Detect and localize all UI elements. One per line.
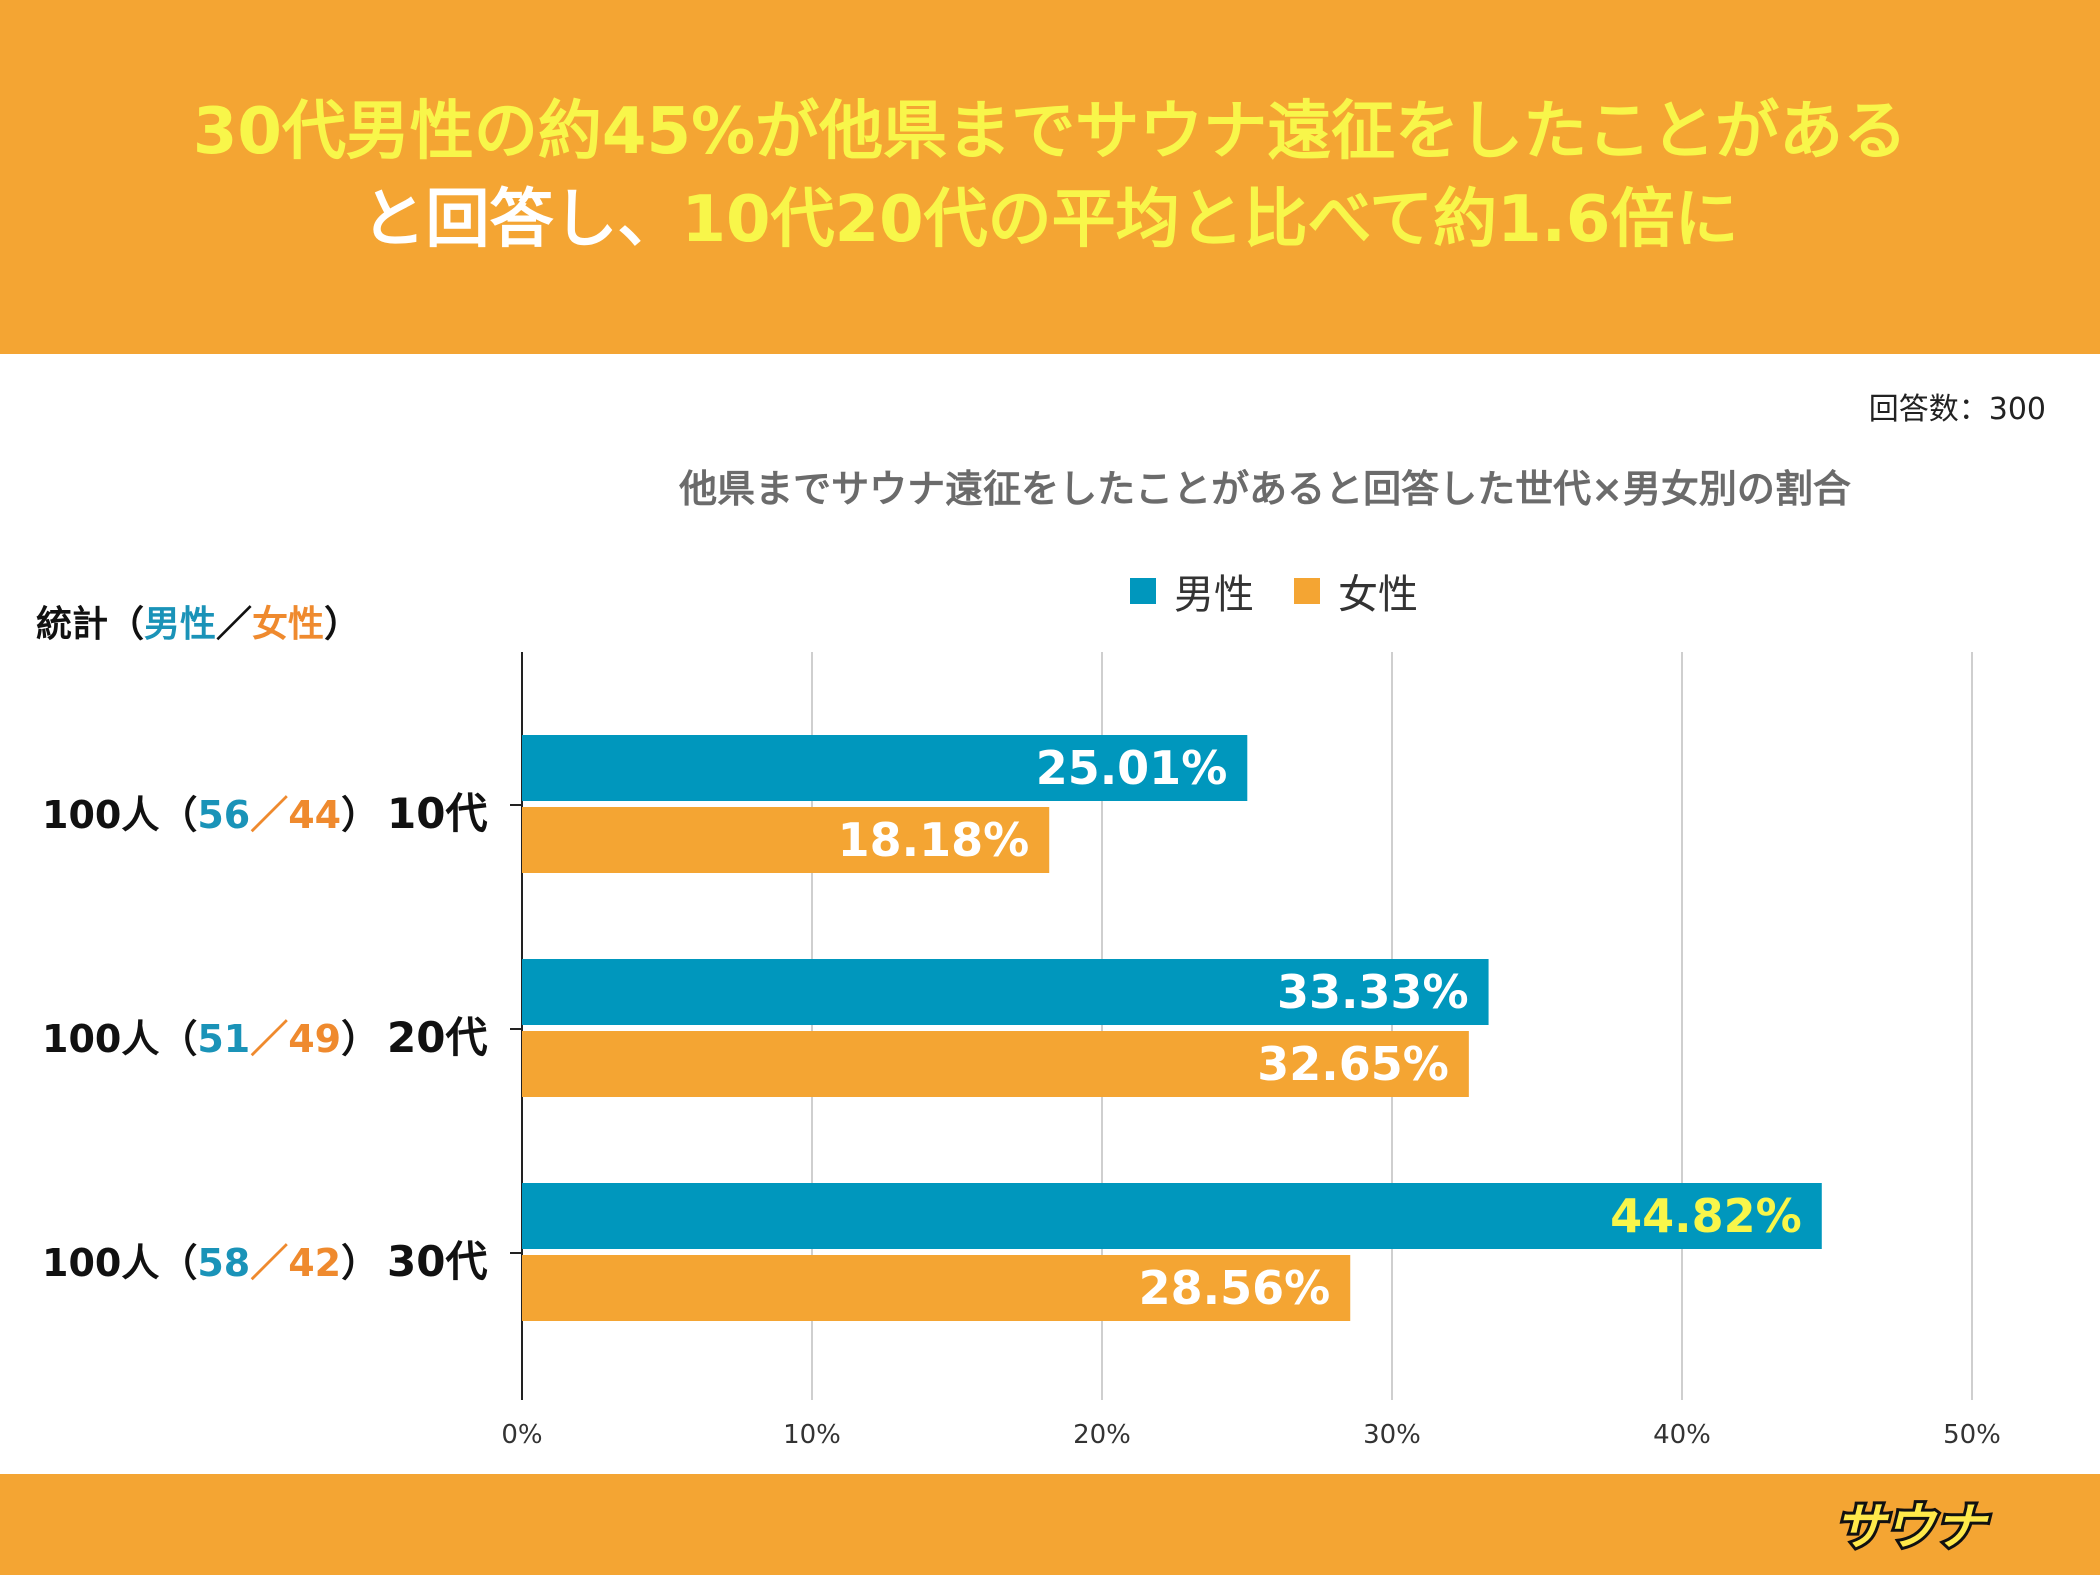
data-label: 32.65%	[1257, 1037, 1449, 1091]
bar-male	[522, 735, 1248, 801]
stat-sep: ／	[250, 1241, 289, 1285]
headline-line-2: と回答し、10代20代の平均と比べて約1.6倍に	[0, 180, 2100, 260]
stat-close: ）	[341, 1017, 380, 1061]
legend-label-female: 女性	[1338, 572, 1418, 618]
data-label: 28.56%	[1139, 1261, 1331, 1315]
age-label-30s: 30代	[387, 1237, 488, 1286]
stat-female-count: 42	[288, 1241, 342, 1285]
stats-title-prefix: 統計（	[36, 604, 145, 645]
stat-sep: ／	[250, 1017, 289, 1061]
stat-row-20s: 100人（51／49） 20代	[42, 1004, 487, 1065]
bar-female	[522, 1255, 1351, 1321]
stat-row-10s: 100人（56／44） 10代	[42, 780, 487, 841]
svg-text:サウナ: サウナ	[1835, 1498, 1989, 1556]
age-label-10s: 10代	[387, 789, 488, 838]
stat-close: ）	[341, 1241, 380, 1285]
x-tick-label: 0%	[501, 1420, 542, 1450]
headline-line-1: 30代男性の約45%が他県までサウナ遠征をしたことがある	[0, 92, 2100, 172]
data-label: 18.18%	[838, 813, 1030, 867]
headline-text-1: 30代男性の約45%が他県までサウナ遠征をしたことがある	[192, 95, 1908, 169]
footer-bar	[0, 1474, 2100, 1575]
bar-male	[522, 1183, 1822, 1249]
legend-item-male: 男性	[1130, 562, 1254, 620]
x-tick-label: 10%	[783, 1420, 841, 1450]
chart-legend: 男性 女性	[1130, 562, 1458, 620]
stat-male-count: 58	[197, 1241, 251, 1285]
stat-total: 100人（	[42, 1241, 198, 1285]
legend-swatch-male	[1130, 578, 1156, 604]
legend-swatch-female	[1294, 578, 1320, 604]
response-count: 回答数：300	[1868, 392, 2046, 427]
bar-female	[522, 807, 1050, 873]
bar-female	[522, 1031, 1469, 1097]
stats-title-male: 男性	[144, 604, 217, 645]
x-tick-label: 20%	[1073, 1420, 1131, 1450]
sauna-logo: サウナ	[1832, 1495, 1992, 1559]
stat-male-count: 51	[197, 1017, 251, 1061]
age-label-20s: 20代	[387, 1013, 488, 1062]
data-label: 33.33%	[1277, 965, 1469, 1019]
data-label: 44.82%	[1610, 1189, 1802, 1243]
stat-female-count: 49	[288, 1017, 342, 1061]
stat-close: ）	[341, 793, 380, 837]
x-tick-label: 40%	[1653, 1420, 1711, 1450]
stat-row-30s: 100人（58／42） 30代	[42, 1228, 487, 1289]
stat-female-count: 44	[288, 793, 342, 837]
stat-sep: ／	[250, 793, 289, 837]
stat-total: 100人（	[42, 793, 198, 837]
legend-label-male: 男性	[1174, 572, 1254, 618]
stat-total: 100人（	[42, 1017, 198, 1061]
header-banner: 30代男性の約45%が他県までサウナ遠征をしたことがある と回答し、10代20代…	[0, 0, 2100, 354]
legend-item-female: 女性	[1294, 562, 1418, 620]
headline-text-2-highlight: 10代20代の平均と比べて約1.6倍に	[681, 183, 1739, 257]
x-tick-label: 50%	[1943, 1420, 2001, 1450]
stats-title-female: 女性	[252, 604, 325, 645]
data-label: 25.01%	[1036, 741, 1228, 795]
stat-male-count: 56	[197, 793, 251, 837]
x-tick-label: 30%	[1363, 1420, 1421, 1450]
bar-male	[522, 959, 1489, 1025]
chart-title: 他県までサウナ遠征をしたことがあると回答した世代×男女別の割合	[679, 467, 1851, 511]
stats-title: 統計（男性／女性）	[36, 595, 360, 647]
headline-text-2-prefix: と回答し、	[361, 183, 682, 257]
stats-title-sep: ／	[216, 604, 253, 645]
stats-title-suffix: ）	[324, 604, 361, 645]
